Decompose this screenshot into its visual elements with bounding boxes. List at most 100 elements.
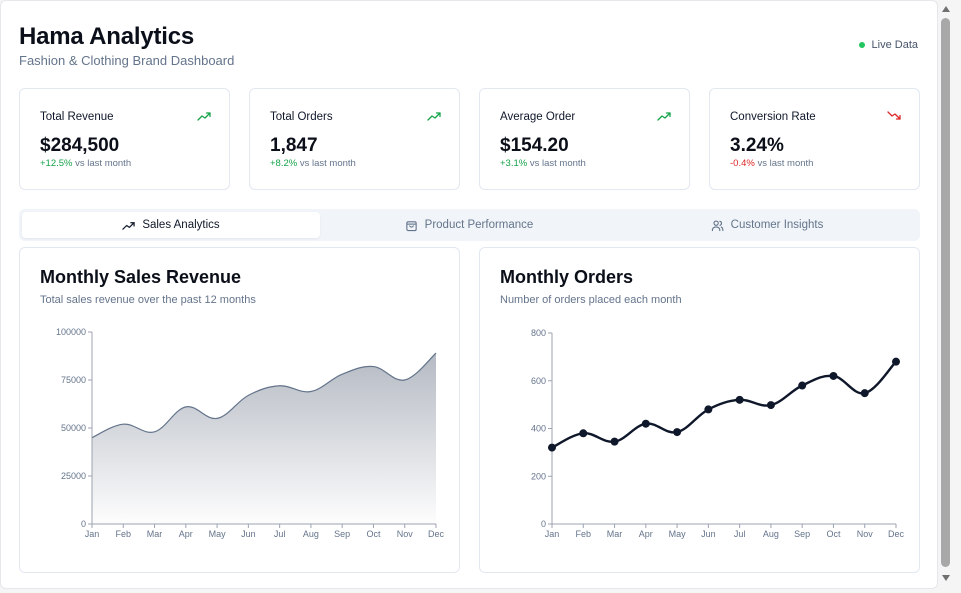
revenue-series-line bbox=[91, 352, 437, 439]
monthly-sales-revenue-card: 0 25000 50000 75000 100000 Jan Feb Mar Apr May Jun… bbox=[19, 247, 460, 573]
orders-data-point[interactable] bbox=[548, 443, 556, 452]
x-tick-label: Mar bbox=[607, 529, 623, 539]
trending-down-icon bbox=[887, 111, 901, 120]
kpi-value: 3.24% bbox=[730, 135, 784, 156]
chart-title: Monthly Sales Revenue bbox=[40, 267, 242, 287]
live-data-indicator: Live Data bbox=[858, 39, 918, 51]
kpi-change: +12.5% vs last month bbox=[40, 158, 131, 169]
x-tick-label: Apr bbox=[639, 529, 653, 539]
tab-sales-analytics[interactable]: Sales Analytics bbox=[22, 212, 320, 238]
x-tick-label: Nov bbox=[857, 529, 874, 539]
x-tick-label: May bbox=[209, 529, 227, 539]
tab-customer-insights[interactable]: Customer Insights bbox=[618, 212, 916, 238]
orders-data-point[interactable] bbox=[892, 357, 900, 366]
x-tick-label: Jul bbox=[734, 529, 746, 539]
x-tick-label: Aug bbox=[303, 529, 319, 539]
kpi-card-total-revenue: Total Revenue $284,500 +12.5% vs last mo… bbox=[19, 88, 230, 190]
orders-data-point[interactable] bbox=[798, 381, 807, 390]
y-tick-label: 0 bbox=[541, 519, 546, 529]
orders-data-point[interactable] bbox=[579, 429, 588, 438]
x-tick-label: Oct bbox=[826, 529, 841, 539]
y-tick-label: 0 bbox=[81, 519, 86, 529]
x-tick-label: Mar bbox=[147, 529, 163, 539]
kpi-change-percent: +12.5% bbox=[40, 158, 73, 169]
y-tick-label: 50000 bbox=[61, 423, 86, 433]
orders-data-point[interactable] bbox=[610, 437, 619, 446]
x-tick-label: Dec bbox=[888, 529, 905, 539]
users-icon bbox=[711, 219, 724, 231]
kpi-change-percent: -0.4% bbox=[730, 158, 755, 169]
chart-title: Monthly Orders bbox=[500, 267, 634, 287]
x-tick-label: Feb bbox=[116, 529, 132, 539]
trending-up-icon bbox=[657, 112, 671, 121]
kpi-card-total-orders: Total Orders 1,847 +8.2% vs last month bbox=[249, 88, 460, 190]
tab-label: Product Performance bbox=[424, 219, 534, 231]
orders-line-chart: 0 200 400 600 800 Jan Feb Mar Apr May Jun Jul Aug Sep… bbox=[531, 328, 905, 539]
y-tick-label: 100000 bbox=[56, 327, 86, 337]
y-tick-label: 400 bbox=[531, 424, 546, 434]
kpi-value: $154.20 bbox=[500, 135, 569, 156]
x-tick-label: Sep bbox=[334, 529, 350, 539]
orders-series-line bbox=[551, 360, 897, 449]
trending-up-icon bbox=[427, 112, 441, 121]
dashboard-window: Hama Analytics Fashion & Clothing Brand … bbox=[0, 0, 938, 589]
kpi-change: +8.2% vs last month bbox=[270, 158, 356, 169]
orders-data-point[interactable] bbox=[641, 419, 650, 428]
kpi-label: Total Orders bbox=[270, 111, 333, 123]
trending-up-icon bbox=[122, 221, 135, 230]
x-tick-label: Feb bbox=[576, 529, 592, 539]
orders-data-point[interactable] bbox=[735, 395, 744, 404]
x-tick-label: Dec bbox=[428, 529, 445, 539]
kpi-change: -0.4% vs last month bbox=[730, 158, 813, 169]
x-tick-label: Jan bbox=[85, 529, 100, 539]
shopping-bag-icon bbox=[405, 220, 417, 231]
y-tick-label: 800 bbox=[531, 328, 546, 338]
scrollbar-thumb[interactable] bbox=[941, 18, 950, 567]
kpi-change-percent: +8.2% bbox=[270, 158, 298, 169]
x-tick-label: Jan bbox=[545, 529, 560, 539]
kpi-change-suffix: vs last month bbox=[75, 158, 132, 169]
kpi-change-percent: +3.1% bbox=[500, 158, 528, 169]
x-tick-label: Sep bbox=[794, 529, 810, 539]
page-title: Hama Analytics bbox=[19, 23, 195, 50]
y-tick-label: 600 bbox=[531, 376, 546, 386]
kpi-value: $284,500 bbox=[40, 135, 120, 156]
orders-data-point[interactable] bbox=[860, 389, 869, 398]
kpi-change-suffix: vs last month bbox=[299, 158, 356, 169]
x-tick-label: Oct bbox=[366, 529, 381, 539]
x-tick-label: Aug bbox=[763, 529, 779, 539]
x-tick-label: Jun bbox=[241, 529, 256, 539]
orders-data-point[interactable] bbox=[766, 401, 775, 410]
y-tick-label: 75000 bbox=[61, 375, 86, 385]
y-tick-label: 200 bbox=[531, 471, 546, 481]
live-data-label: Live Data bbox=[871, 39, 918, 51]
kpi-card-average-order: Average Order $154.20 +3.1% vs last mont… bbox=[479, 88, 690, 190]
scroll-up-arrow-icon[interactable] bbox=[941, 4, 951, 14]
x-tick-label: May bbox=[669, 529, 687, 539]
kpi-value: 1,847 bbox=[270, 135, 318, 156]
kpi-label: Total Revenue bbox=[40, 111, 114, 123]
kpi-change-suffix: vs last month bbox=[757, 158, 814, 169]
kpi-change-suffix: vs last month bbox=[529, 158, 586, 169]
tab-label: Customer Insights bbox=[730, 219, 824, 231]
live-status-dot bbox=[858, 42, 865, 48]
tab-product-performance[interactable]: Product Performance bbox=[320, 212, 618, 238]
trending-up-icon bbox=[197, 112, 211, 121]
page-subtitle: Fashion & Clothing Brand Dashboard bbox=[19, 53, 235, 68]
scroll-down-arrow-icon[interactable] bbox=[941, 573, 951, 583]
x-tick-label: Jul bbox=[274, 529, 286, 539]
x-tick-label: Nov bbox=[397, 529, 414, 539]
kpi-change: +3.1% vs last month bbox=[500, 158, 586, 169]
chart-subtitle: Total sales revenue over the past 12 mon… bbox=[40, 294, 256, 306]
orders-data-point[interactable] bbox=[673, 428, 682, 437]
x-tick-label: Jun bbox=[701, 529, 716, 539]
vertical-scrollbar[interactable] bbox=[938, 0, 961, 593]
orders-data-point[interactable] bbox=[704, 405, 713, 414]
x-tick-label: Apr bbox=[179, 529, 193, 539]
revenue-area-chart: 0 25000 50000 75000 100000 Jan Feb Mar Apr May Jun… bbox=[56, 327, 445, 539]
analytics-tabs: Sales Analytics Product Performance Cust… bbox=[19, 209, 920, 241]
tab-label: Sales Analytics bbox=[142, 219, 220, 231]
orders-data-point[interactable] bbox=[829, 371, 838, 380]
kpi-card-conversion-rate: Conversion Rate 3.24% -0.4% vs last mont… bbox=[709, 88, 920, 190]
kpi-label: Conversion Rate bbox=[730, 111, 816, 123]
